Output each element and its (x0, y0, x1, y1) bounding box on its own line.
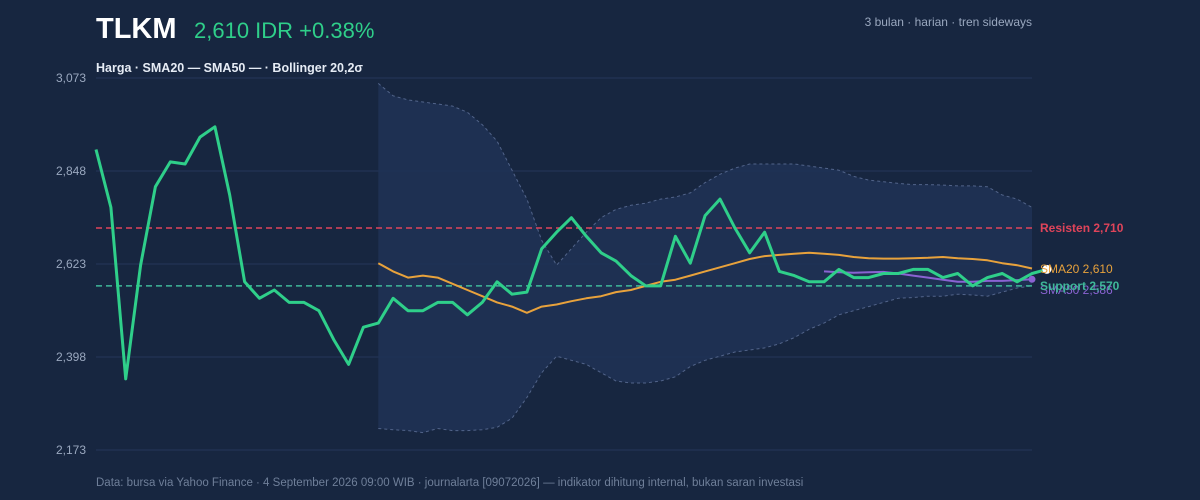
resistance-label: Resisten 2,710 (1040, 221, 1124, 235)
y-tick-label: 2,848 (56, 164, 86, 178)
price-change: 2,610 IDR +0.38% (194, 18, 374, 43)
y-tick-label: 2,623 (56, 257, 86, 271)
sma20-series-line (377, 251, 1033, 314)
last-price-marker (1042, 264, 1052, 274)
chart-subtitle: 3 bulan · harian · tren sideways (865, 15, 1032, 29)
footer-source-note: Data: bursa via Yahoo Finance · 4 Septem… (96, 477, 803, 489)
sma50-end-marker (1028, 275, 1036, 283)
sma50-series-line (823, 270, 1033, 283)
y-tick-label: 2,173 (56, 443, 86, 457)
bollinger-band-area (378, 83, 1032, 433)
support-label: Support 2,570 (1040, 279, 1120, 293)
y-axis-ticks: 3,073 2,848 2,623 2,398 2,173 (56, 71, 86, 457)
price-series-line (94, 125, 1048, 381)
sma20-label: SMA20 2,610 (1040, 262, 1113, 276)
bollinger-upper-line (377, 83, 1033, 267)
sma50-label: SMA50 2,586 (1040, 283, 1113, 297)
chart-legend: Harga · SMA20 — SMA50 — · Bollinger 20,2… (96, 61, 363, 75)
y-tick-label: 2,398 (56, 350, 86, 364)
bollinger-lower-line (378, 285, 1033, 434)
ticker-symbol: TLKM (96, 13, 177, 45)
y-tick-label: 3,073 (56, 71, 86, 85)
